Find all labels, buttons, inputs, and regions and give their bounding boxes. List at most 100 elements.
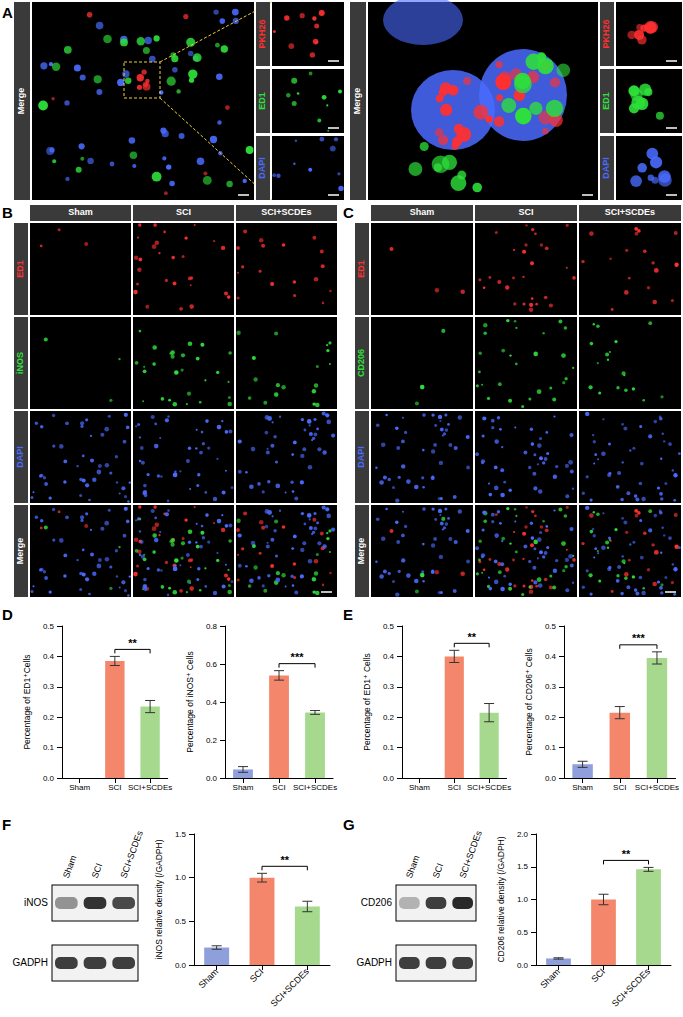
svg-text:CD206: CD206 [361, 897, 393, 908]
svg-text:Merge: Merge [16, 88, 26, 115]
svg-text:Sham: Sham [233, 783, 254, 792]
svg-text:SCI+SCDEs: SCI+SCDEs [605, 207, 655, 217]
svg-text:SCI+SCDEs: SCI+SCDEs [610, 966, 653, 1009]
svg-text:DAPI: DAPI [257, 157, 267, 179]
svg-text:Sham: Sham [61, 854, 78, 880]
svg-text:0.2: 0.2 [206, 736, 218, 745]
svg-text:0.5: 0.5 [545, 622, 557, 631]
svg-text:**: ** [128, 637, 137, 649]
svg-text:0.3: 0.3 [43, 682, 55, 691]
svg-text:Merge: Merge [352, 88, 362, 115]
svg-text:0.2: 0.2 [545, 713, 557, 722]
svg-text:SCI: SCI [613, 783, 626, 792]
svg-text:0.0: 0.0 [206, 774, 218, 783]
svg-text:1.5: 1.5 [175, 830, 187, 839]
svg-text:0.0: 0.0 [383, 774, 395, 783]
svg-text:0.0: 0.0 [517, 961, 529, 970]
svg-text:SCI+SCDEs: SCI+SCDEs [261, 207, 311, 217]
svg-text:SCI: SCI [176, 207, 191, 217]
svg-text:SCI: SCI [108, 783, 121, 792]
svg-text:ED1: ED1 [601, 92, 611, 110]
svg-text:2.0: 2.0 [517, 830, 529, 839]
svg-text:SCI+SCDEs: SCI+SCDEs [457, 829, 484, 880]
svg-text:***: *** [291, 651, 305, 663]
svg-text:Sham: Sham [68, 207, 93, 217]
svg-text:0.0: 0.0 [175, 961, 187, 970]
svg-text:0.1: 0.1 [545, 743, 557, 752]
svg-text:E: E [343, 606, 353, 623]
svg-text:iNOS: iNOS [24, 897, 48, 908]
svg-text:1.0: 1.0 [517, 895, 529, 904]
svg-text:Percentage of iNOS⁺ Cells: Percentage of iNOS⁺ Cells [185, 651, 195, 752]
svg-text:0.5: 0.5 [175, 917, 187, 926]
svg-text:SCI+SCDEs: SCI+SCDEs [293, 783, 337, 792]
svg-text:0.3: 0.3 [383, 682, 395, 691]
svg-text:0.1: 0.1 [383, 743, 395, 752]
svg-text:0.3: 0.3 [545, 682, 557, 691]
svg-text:ED1: ED1 [356, 260, 366, 278]
svg-text:SCI: SCI [90, 862, 105, 880]
svg-text:0.4: 0.4 [383, 652, 395, 661]
svg-text:0.4: 0.4 [545, 652, 557, 661]
svg-text:0.0: 0.0 [43, 774, 55, 783]
svg-text:GADPH: GADPH [12, 957, 48, 968]
svg-text:SCI+SCDEs: SCI+SCDEs [467, 783, 511, 792]
svg-text:CD206: CD206 [356, 349, 366, 377]
svg-text:0.5: 0.5 [383, 622, 395, 631]
svg-text:**: ** [467, 631, 476, 643]
svg-text:Merge: Merge [356, 538, 366, 565]
svg-text:D: D [2, 606, 13, 623]
svg-text:DAPI: DAPI [356, 446, 366, 468]
svg-text:***: *** [632, 632, 646, 644]
svg-text:C: C [343, 204, 354, 221]
svg-text:SCI+SCDEs: SCI+SCDEs [128, 783, 172, 792]
svg-text:Sham: Sham [409, 783, 430, 792]
svg-text:0.2: 0.2 [43, 713, 55, 722]
svg-text:SCI: SCI [248, 966, 266, 984]
svg-text:1.5: 1.5 [517, 862, 529, 871]
svg-text:**: ** [622, 848, 631, 860]
svg-text:SCI+SCDEs: SCI+SCDEs [118, 829, 145, 880]
svg-text:Percentage of ED1⁺Cells: Percentage of ED1⁺Cells [22, 654, 32, 749]
svg-text:SCI: SCI [431, 862, 446, 880]
svg-text:SCI: SCI [448, 783, 461, 792]
svg-text:0.1: 0.1 [43, 743, 55, 752]
svg-text:Sham: Sham [69, 783, 90, 792]
svg-text:SCI: SCI [589, 966, 607, 984]
svg-text:Sham: Sham [410, 207, 435, 217]
svg-text:0.2: 0.2 [383, 713, 395, 722]
svg-text:SCI: SCI [272, 783, 285, 792]
svg-text:F: F [2, 816, 11, 833]
svg-text:0.6: 0.6 [206, 660, 218, 669]
svg-text:iNOS: iNOS [15, 352, 25, 374]
svg-text:0.8: 0.8 [206, 622, 218, 631]
svg-text:A: A [2, 4, 13, 21]
svg-text:GADPH: GADPH [356, 957, 392, 968]
svg-text:Sham: Sham [572, 783, 593, 792]
svg-text:Sham: Sham [404, 854, 421, 880]
svg-text:0.4: 0.4 [43, 652, 55, 661]
svg-text:1.0: 1.0 [175, 873, 187, 882]
svg-text:Percentage of CD206⁺ Cells: Percentage of CD206⁺ Cells [524, 648, 534, 756]
svg-text:PKH26: PKH26 [257, 19, 267, 48]
svg-text:SCI+SCDEs: SCI+SCDEs [269, 966, 312, 1009]
svg-text:ED1: ED1 [257, 92, 267, 110]
svg-text:0.5: 0.5 [43, 622, 55, 631]
svg-text:G: G [343, 816, 355, 833]
svg-text:0.4: 0.4 [206, 698, 218, 707]
svg-text:SCI: SCI [518, 207, 533, 217]
svg-text:0.5: 0.5 [517, 928, 529, 937]
svg-text:Sham: Sham [197, 966, 221, 990]
svg-text:DAPI: DAPI [601, 157, 611, 179]
svg-text:B: B [2, 204, 13, 221]
svg-text:**: ** [280, 854, 289, 866]
svg-text:0.0: 0.0 [545, 774, 557, 783]
svg-text:PKH26: PKH26 [601, 19, 611, 48]
svg-text:Merge: Merge [15, 538, 25, 565]
svg-text:SCI+SCDEs: SCI+SCDEs [635, 783, 679, 792]
svg-text:Percentage of ED1⁺ Cells: Percentage of ED1⁺ Cells [362, 653, 372, 751]
svg-text:Sham: Sham [538, 966, 562, 990]
svg-text:DAPI: DAPI [15, 446, 25, 468]
svg-text:iNOS relative density (/GADPH): iNOS relative density (/GADPH) [154, 839, 164, 959]
svg-text:ED1: ED1 [15, 260, 25, 278]
